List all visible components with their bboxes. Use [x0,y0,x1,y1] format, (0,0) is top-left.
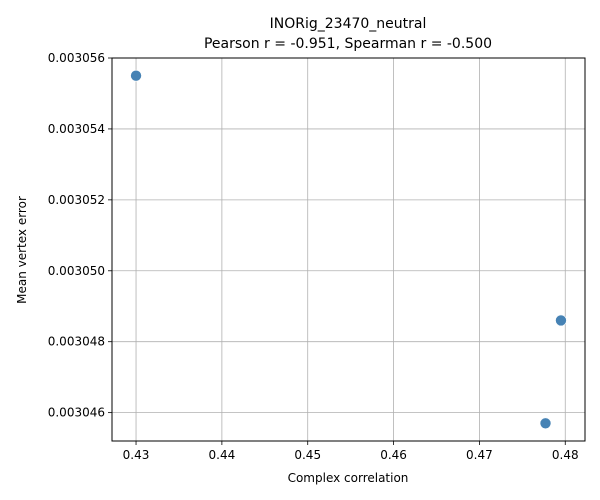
x-tick-label: 0.47 [466,448,493,462]
x-tick-label: 0.46 [380,448,407,462]
scatter-point [539,417,552,430]
x-tick-label: 0.45 [294,448,321,462]
y-tick-label: 0.003056 [48,51,105,65]
y-tick-label: 0.003046 [48,406,105,420]
grid-layer [112,57,585,441]
x-tick-label: 0.48 [552,448,579,462]
y-tick-label: 0.003050 [48,264,105,278]
x-tick-label: 0.43 [123,448,150,462]
scatter-point [130,69,142,82]
chart-title: INORig_23470_neutral [270,16,427,32]
y-axis-label: Mean vertex error [15,196,29,304]
x-axis-label: Complex correlation [288,471,409,485]
y-tick-label: 0.003052 [48,193,105,207]
scatter-point [555,314,567,327]
plot-frame [111,57,586,442]
x-tick-label: 0.44 [209,448,236,462]
y-tick-label: 0.003054 [48,122,105,136]
y-tick-label: 0.003048 [48,335,105,349]
chart-subtitle: Pearson r = -0.951, Spearman r = -0.500 [204,36,492,52]
tick-layer: 0.43 0.44 0.45 0.46 0.47 0.48 0.003046 0.003048… [48,51,579,462]
points-layer [130,69,567,430]
